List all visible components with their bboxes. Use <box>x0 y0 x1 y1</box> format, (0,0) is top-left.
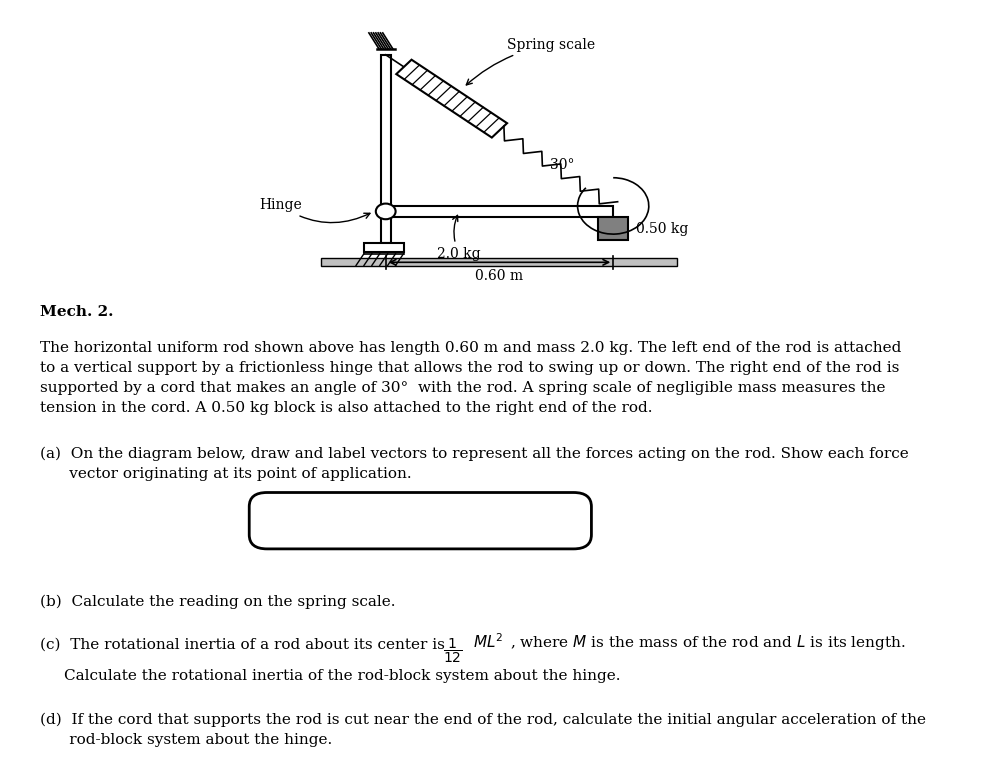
Text: $\dfrac{1}{12}$: $\dfrac{1}{12}$ <box>443 637 463 665</box>
Bar <box>364 243 404 252</box>
Text: 30°: 30° <box>550 158 575 172</box>
Text: 0.60 m: 0.60 m <box>476 269 523 283</box>
Bar <box>381 55 391 243</box>
Bar <box>321 258 677 266</box>
Text: The horizontal uniform rod shown above has length 0.60 m and mass 2.0 kg. The le: The horizontal uniform rod shown above h… <box>40 341 901 415</box>
Text: , where $M$ is the mass of the rod and $L$ is its length.: , where $M$ is the mass of the rod and $… <box>510 633 906 651</box>
Circle shape <box>376 204 396 219</box>
Text: Calculate the rotational inertia of the rod-block system about the hinge.: Calculate the rotational inertia of the … <box>64 669 621 684</box>
FancyBboxPatch shape <box>249 493 591 549</box>
Text: $ML^2$: $ML^2$ <box>473 633 503 651</box>
Text: Hinge: Hinge <box>259 198 370 222</box>
Text: Spring scale: Spring scale <box>467 38 594 85</box>
Text: Mech. 2.: Mech. 2. <box>40 305 113 319</box>
Text: (c)  The rotational inertia of a rod about its center is: (c) The rotational inertia of a rod abou… <box>40 638 449 652</box>
Text: (a)  On the diagram below, draw and label vectors to represent all the forces ac: (a) On the diagram below, draw and label… <box>40 446 908 481</box>
Bar <box>386 206 613 217</box>
Text: 2.0 kg: 2.0 kg <box>437 215 481 261</box>
Bar <box>598 217 628 240</box>
Text: 0.50 kg: 0.50 kg <box>636 222 688 236</box>
Polygon shape <box>397 60 507 138</box>
Text: (b)  Calculate the reading on the spring scale.: (b) Calculate the reading on the spring … <box>40 595 395 609</box>
Text: (d)  If the cord that supports the rod is cut near the end of the rod, calculate: (d) If the cord that supports the rod is… <box>40 713 926 747</box>
